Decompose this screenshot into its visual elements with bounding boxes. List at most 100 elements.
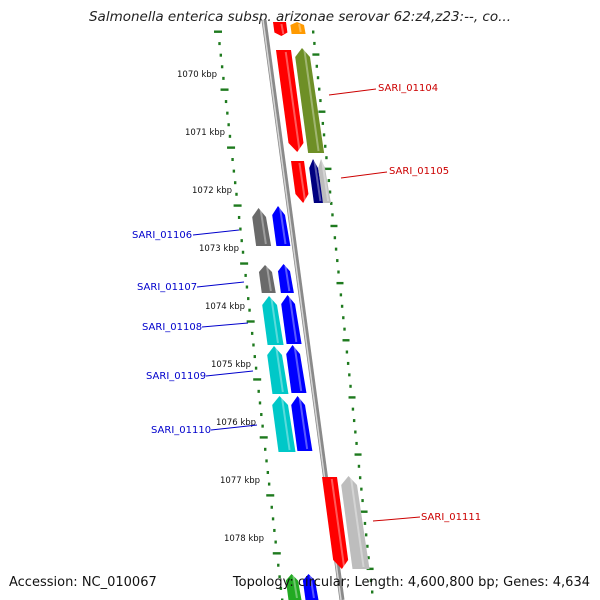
- minor-tick: [264, 447, 267, 451]
- major-tick: [312, 53, 320, 56]
- major-tick: [354, 453, 362, 456]
- gene-feature-gray: [341, 476, 370, 569]
- gene-label-sari-01109[interactable]: SARI_01109: [146, 371, 206, 382]
- minor-tick: [371, 590, 374, 594]
- major-tick: [324, 167, 332, 171]
- gene-label-sari-01104[interactable]: SARI_01104: [378, 83, 438, 94]
- minor-tick: [267, 482, 271, 486]
- minor-tick: [315, 64, 319, 68]
- gene-feature-blue-shine: [309, 575, 315, 599]
- gene-label-sari-01106[interactable]: SARI_01106: [132, 230, 192, 241]
- gene-feature-navy: [309, 159, 324, 203]
- gene-feature-blue: [281, 295, 302, 344]
- gene-label-sari-01111[interactable]: SARI_01111: [421, 512, 481, 523]
- minor-tick: [240, 239, 243, 243]
- label-leader-line: [340, 171, 388, 179]
- genome-stats-text: Topology: circular; Length: 4,600,800 bp…: [232, 575, 590, 590]
- minor-tick: [228, 134, 232, 138]
- gene-feature-blue: [291, 396, 313, 451]
- tick-label: 1073 kbp: [199, 244, 239, 254]
- gene-feature-blue-shine: [279, 207, 287, 245]
- gene-feature-cyan: [272, 396, 296, 452]
- gene-feature-red: [273, 22, 288, 36]
- minor-tick: [360, 487, 363, 491]
- minor-tick: [279, 586, 283, 590]
- left-tick-track: [214, 30, 284, 600]
- kbp-axis: 1070 kbp 1071 kbp 1072 kbp 1073 kbp 1074…: [177, 70, 264, 544]
- minor-tick: [361, 499, 364, 503]
- gene-feature-cyan: [262, 296, 284, 345]
- minor-tick: [333, 236, 337, 240]
- minor-tick: [222, 76, 225, 80]
- minor-tick: [325, 156, 328, 160]
- minor-tick: [366, 544, 369, 548]
- gene-feature-green-shine: [292, 575, 298, 599]
- gene-feature-gray: [252, 208, 272, 246]
- minor-tick: [330, 201, 333, 205]
- minor-tick: [220, 65, 224, 69]
- minor-tick: [253, 355, 256, 359]
- gene-feature-gray: [258, 265, 276, 293]
- minor-tick: [355, 441, 358, 445]
- minor-tick: [261, 424, 264, 428]
- gene-feature-red-shine: [330, 478, 346, 568]
- minor-tick: [281, 598, 284, 600]
- minor-tick: [274, 540, 277, 544]
- minor-tick: [219, 53, 223, 57]
- minor-tick: [339, 293, 343, 297]
- gene-label-sari-01110[interactable]: SARI_01110: [151, 425, 211, 436]
- minor-tick: [241, 250, 245, 254]
- major-tick: [220, 88, 229, 91]
- major-tick: [336, 281, 344, 285]
- gene-feature-gray-shine: [350, 477, 365, 568]
- minor-tick: [318, 87, 321, 91]
- minor-tick: [364, 533, 368, 537]
- gene-feature-blue: [302, 574, 319, 600]
- minor-tick: [250, 331, 254, 335]
- major-tick: [246, 320, 255, 323]
- gene-feature-blue: [286, 345, 307, 393]
- major-tick: [227, 146, 236, 149]
- minor-tick: [331, 213, 334, 217]
- major-tick: [214, 30, 222, 33]
- gene-feature-blue-shine: [293, 346, 303, 392]
- tick-label: 1070 kbp: [177, 70, 217, 80]
- gene-feature-navy-shine: [313, 160, 322, 202]
- minor-tick: [321, 121, 325, 125]
- minor-tick: [324, 144, 327, 148]
- minor-tick: [340, 304, 344, 308]
- gene-feature-cyan-shine: [281, 397, 291, 451]
- minor-tick: [233, 181, 237, 185]
- major-tick: [240, 262, 249, 265]
- gene-feature-orange-shine: [298, 23, 302, 33]
- minor-tick: [231, 158, 234, 162]
- minor-tick: [357, 464, 361, 468]
- gene-feature-gray: [318, 159, 331, 203]
- minor-tick: [277, 563, 280, 567]
- gene-label-sari-01105[interactable]: SARI_01105: [389, 166, 449, 177]
- label-leader-line: [192, 229, 240, 236]
- gene-feature-green: [285, 574, 302, 600]
- minor-tick: [244, 273, 247, 277]
- minor-tick: [235, 192, 238, 196]
- gene-feature-olive: [295, 48, 325, 153]
- tick-label: 1076 kbp: [216, 418, 256, 428]
- minor-tick: [352, 419, 356, 423]
- major-tick: [318, 110, 326, 113]
- label-leader-line: [328, 88, 377, 96]
- gene-feature-cyan-shine: [275, 347, 284, 393]
- minor-tick: [351, 407, 355, 411]
- label-leader-line: [372, 516, 421, 522]
- minor-tick: [346, 361, 350, 365]
- minor-tick: [316, 76, 320, 80]
- minor-tick: [237, 215, 241, 219]
- label-leader-line: [205, 370, 254, 377]
- minor-tick: [265, 459, 268, 463]
- tick-label: 1072 kbp: [192, 186, 232, 196]
- gene-label-sari-01107[interactable]: SARI_01107: [137, 282, 197, 293]
- label-leader-line: [196, 281, 245, 288]
- gene-label-sari-01108[interactable]: SARI_01108: [142, 322, 202, 333]
- tick-label: 1074 kbp: [205, 302, 245, 312]
- minor-tick: [337, 270, 340, 274]
